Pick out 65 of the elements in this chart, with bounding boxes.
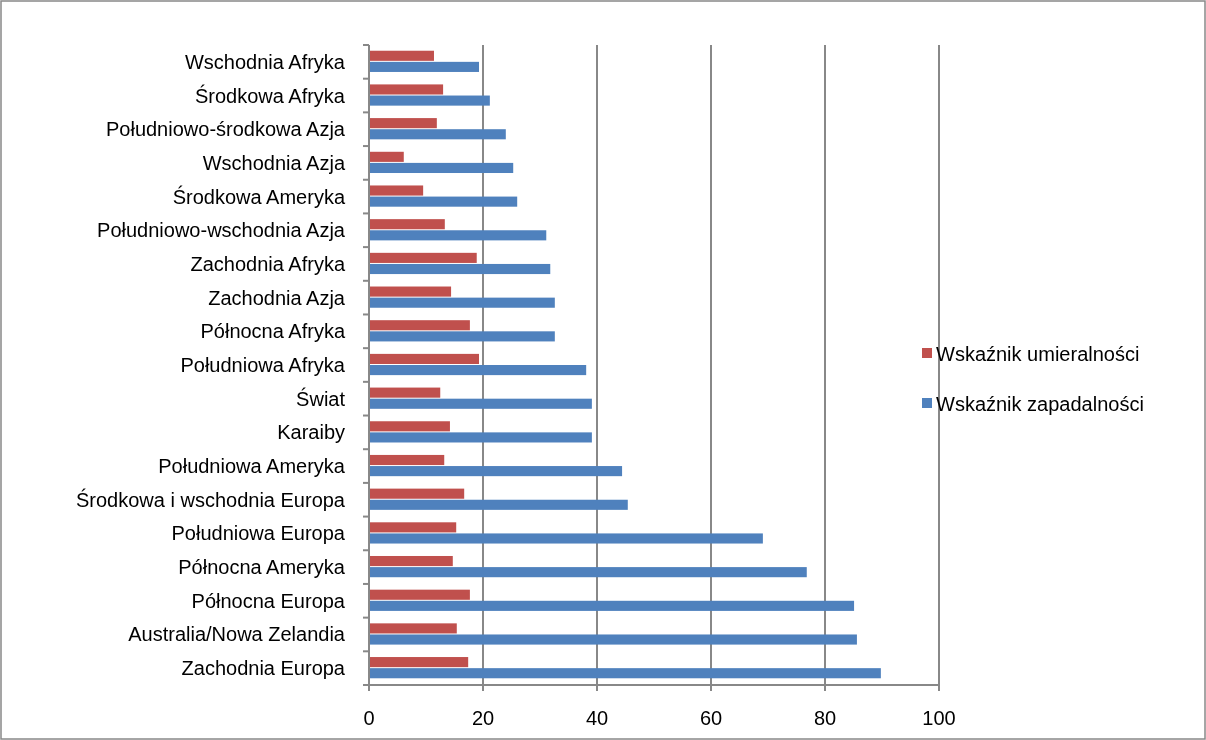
bar [369,499,628,510]
bar [369,129,506,140]
bar [369,331,555,342]
y-tick-label: Karaiby [277,421,345,444]
y-tick-label: Środkowa Ameryka [172,184,346,208]
legend-label: Wskaźnik umieralności [936,343,1140,365]
bar [369,185,424,196]
bar [369,365,587,376]
x-tick-label: 100 [922,707,956,729]
y-tick-label: Południowa Europa [171,522,346,545]
bar [369,95,490,106]
y-tick-label: Południowa Ameryka [158,455,346,478]
y-tick-label: Świat [296,386,346,410]
bar [369,600,855,611]
y-tick-label: Środkowa i wschodnia Europa [75,487,346,511]
bar [369,162,514,174]
bar [369,252,477,263]
x-tick-label: 20 [471,707,495,729]
y-tick-label: Północna Europa [191,589,346,612]
bar [369,353,480,364]
bar [369,668,881,679]
bar [369,533,763,544]
y-tick-label: Zachodnia Afryka [190,252,346,275]
bar [369,320,470,331]
bar [369,432,592,443]
bar [369,522,457,533]
bar [369,151,404,162]
bar [369,657,469,668]
x-tick-label: 80 [813,707,837,729]
x-tick-label: 40 [585,707,609,729]
bar [369,589,470,600]
bar [369,297,555,308]
bar [369,421,450,432]
y-tick-label: Zachodnia Europa [181,657,346,680]
bar [369,555,453,567]
y-tick-label: Północna Afryka [200,320,346,343]
bar [369,118,437,129]
y-tick-label: Północna Ameryka [178,556,346,579]
x-tick-label: 60 [699,707,723,729]
y-tick-label: Południowo-środkowa Azja [105,118,346,141]
bar [369,61,480,72]
y-tick-label: Zachodnia Azja [208,286,346,309]
bar [369,488,465,499]
bar [369,567,807,578]
bar [369,634,857,645]
x-tick-label: 0 [363,707,375,729]
y-tick-label: Środkowa Afryka [194,83,346,107]
bar [369,196,518,207]
bar [369,84,444,95]
y-tick-label: Australia/Nowa Zelandia [128,623,346,646]
bar [369,219,445,230]
bar [369,623,457,634]
y-tick-label: Południowa Afryka [180,354,346,376]
bar [369,230,547,241]
bar [369,286,452,297]
bar [369,263,551,275]
legend-label: Wskaźnik zapadalności [936,393,1144,415]
bar [369,398,592,409]
bar [369,387,441,398]
bar [369,466,623,477]
bar [369,50,434,61]
y-tick-label: Wschodnia Azja [202,151,346,174]
y-tick-label: Wschodnia Afryka [184,50,346,73]
y-tick-label: Południowo-wschodnia Azja [97,219,346,242]
bar [369,454,445,466]
